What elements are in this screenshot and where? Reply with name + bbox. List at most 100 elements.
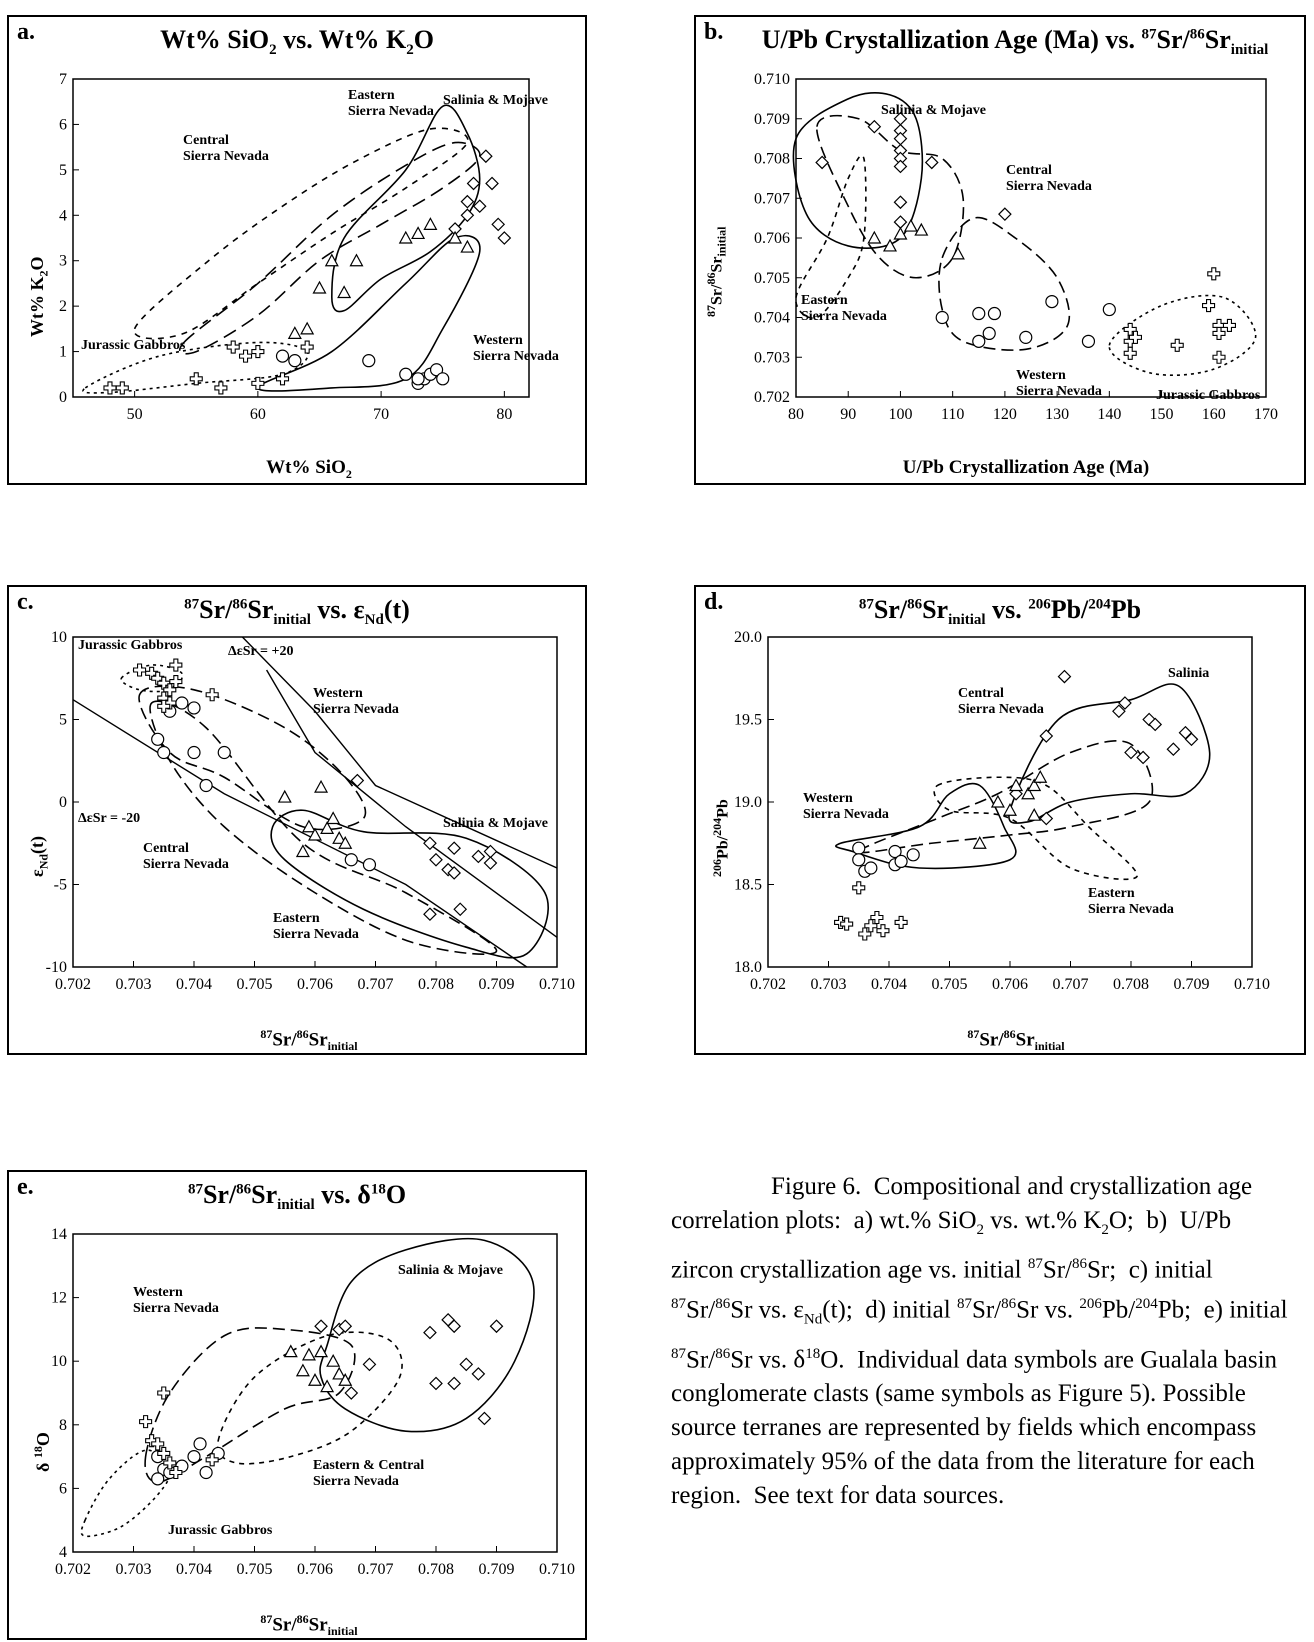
triangle-point-b — [882, 238, 898, 252]
diamond-point-a — [460, 208, 475, 223]
y-tick-label-c: -5 — [54, 877, 67, 894]
y-tick-label-d: 18.5 — [734, 877, 762, 894]
chart-panel-c: c. 87Sr/86Srinitial vs. εNd(t) 0.702 0.70… — [7, 585, 587, 1055]
cross-point-b — [1123, 346, 1137, 360]
chart-title-c: 87Sr/86Srinitial vs. εNd(t) — [184, 595, 410, 629]
cross-point-e — [169, 1465, 183, 1480]
x-axis-label-a: Wt% SiO2 — [266, 457, 352, 481]
diamond-point-a — [497, 231, 512, 245]
x-tick-label-d: 0.705 — [932, 976, 968, 993]
triangle-point-e — [320, 1379, 335, 1393]
x-tick-label-a: 50 — [127, 406, 143, 423]
circle-point-d — [906, 848, 920, 862]
figure-caption: Figure 6. Compositional and crystallizat… — [671, 1173, 1288, 1509]
diamond-point-e — [489, 1319, 504, 1334]
diamond-point-b — [867, 119, 882, 134]
reference-line-c — [241, 636, 558, 869]
cross-point-b — [1207, 267, 1221, 281]
circle-point-e — [199, 1465, 213, 1480]
x-tick-label-e: 0.704 — [176, 1561, 212, 1578]
field-annotation-d: Central Sierra Nevada — [958, 686, 1044, 717]
y-tick-label-a: 1 — [59, 344, 67, 361]
circle-point-b — [1102, 302, 1116, 317]
field-annotation-a: Eastern Sierra Nevada — [348, 88, 434, 119]
diamond-point-e — [471, 1367, 486, 1381]
triangle-point-a — [448, 230, 463, 244]
source-field-b — [816, 114, 965, 279]
diamond-point-a — [491, 217, 506, 232]
triangle-point-b — [867, 230, 882, 244]
x-tick-label-e: 0.703 — [116, 1561, 152, 1578]
circle-point-c — [217, 745, 231, 760]
diamond-point-c — [453, 902, 468, 917]
diamond-point-d — [1166, 742, 1181, 757]
circle-point-c — [362, 858, 377, 872]
y-tick-label-a: 6 — [59, 116, 67, 133]
chart-panel-d: d. 87Sr/86Srinitial vs. 206Pb/204Pb 0.70… — [694, 585, 1306, 1055]
cross-point-e — [205, 1453, 219, 1467]
cross-point-a — [214, 381, 228, 395]
diamond-point-a — [460, 194, 475, 209]
diamond-point-d — [1118, 696, 1132, 710]
y-tick-label-e: 8 — [59, 1417, 67, 1434]
field-annotation-a: Central Sierra Nevada — [183, 133, 269, 164]
chart-panel-e: e. 87Sr/86Srinitial vs. δ18O 0.702 0.703 0… — [7, 1170, 587, 1640]
circle-point-c — [157, 745, 171, 760]
cross-point-a — [226, 340, 240, 354]
field-annotation-c: Eastern Sierra Nevada — [273, 911, 359, 942]
cross-point-d — [870, 910, 884, 925]
y-tick-label-a: 2 — [59, 298, 67, 315]
diamond-point-e — [477, 1411, 492, 1426]
triangle-point-a — [337, 285, 352, 299]
cross-point-e — [151, 1437, 165, 1451]
cross-point-c — [169, 658, 183, 672]
source-field-b — [1108, 294, 1257, 377]
y-axis-label-e: δ 18O — [31, 1432, 53, 1472]
diamond-point-d — [1112, 704, 1126, 719]
circle-point-a — [288, 354, 302, 368]
x-tick-label-b: 140 — [1097, 406, 1121, 423]
x-tick-label-e: 0.710 — [539, 1561, 575, 1578]
field-annotation-a: Western Sierra Nevada — [473, 333, 559, 364]
diamond-point-d — [1136, 750, 1150, 765]
triangle-point-c — [314, 779, 329, 793]
circle-point-b — [982, 326, 996, 340]
field-annotation-d: Eastern Sierra Nevada — [1088, 886, 1174, 917]
field-annotation-b: Jurassic Gabbros — [1156, 388, 1261, 403]
panel-label-b: b. — [704, 19, 724, 45]
cross-point-b — [1212, 326, 1226, 340]
cross-point-b — [1170, 338, 1184, 352]
field-annotation-b: Western Sierra Nevada — [1016, 368, 1102, 399]
reference-line-c — [265, 669, 558, 938]
triangle-point-c — [307, 827, 323, 841]
y-tick-label-c: 10 — [51, 629, 67, 646]
y-tick-label-b: 0.708 — [754, 151, 790, 168]
diamond-point-c — [483, 856, 498, 870]
x-tick-label-c: 0.703 — [116, 976, 152, 993]
source-field-c — [270, 809, 549, 959]
field-annotation-b: Salinia & Mojave — [881, 103, 986, 118]
triangle-point-d — [972, 835, 987, 849]
x-axis-label-c: 87Sr/86Srinitial — [260, 1027, 358, 1054]
triangle-point-e — [283, 1344, 298, 1358]
diamond-point-a — [472, 199, 487, 214]
field-annotation-e: Western Sierra Nevada — [133, 1285, 219, 1316]
chart-title-d: 87Sr/86Srinitial vs. 206Pb/204Pb — [858, 595, 1142, 629]
y-tick-label-b: 0.702 — [754, 389, 790, 406]
diamond-point-b — [893, 215, 908, 229]
cross-point-d — [858, 927, 872, 941]
diamond-point-e — [423, 1325, 437, 1340]
cross-point-b — [1212, 350, 1226, 364]
x-tick-label-e: 0.707 — [358, 1561, 394, 1578]
circle-point-c — [187, 701, 201, 715]
cross-point-a — [251, 345, 265, 359]
y-tick-label-e: 6 — [59, 1480, 67, 1497]
panel-label-e: e. — [17, 1174, 34, 1200]
x-axis-label-d: 87Sr/86Srinitial — [967, 1027, 1065, 1054]
triangle-point-a — [423, 217, 438, 230]
x-tick-label-d: 0.709 — [1174, 976, 1210, 993]
panel-label-c: c. — [17, 589, 34, 615]
diamond-point-c — [429, 852, 443, 867]
plot-e: 0.702 0.703 0.704 0.705 0.706 0.707 0.708 0.709… — [51, 1226, 575, 1578]
triangle-point-e — [314, 1344, 329, 1358]
